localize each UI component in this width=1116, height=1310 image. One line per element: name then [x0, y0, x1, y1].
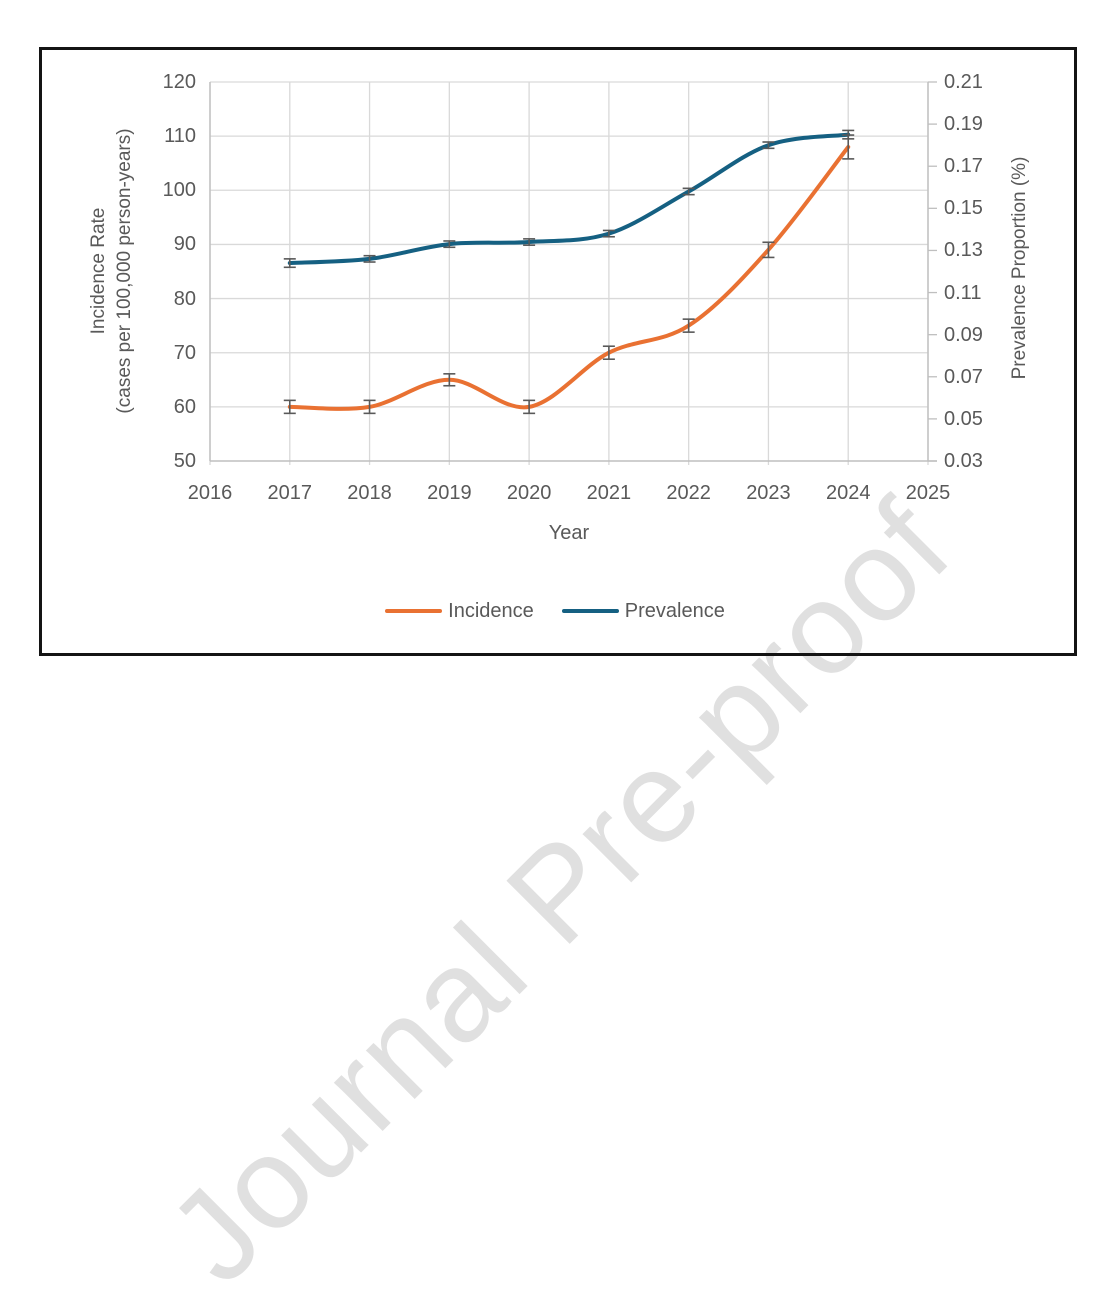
legend-item-prevalence: Prevalence	[561, 599, 725, 623]
legend-label-prevalence: Prevalence	[624, 600, 725, 622]
legend-label-incidence: Incidence	[448, 600, 534, 622]
chart-canvas	[209, 81, 937, 465]
x-axis-title: Year	[548, 522, 590, 544]
chart-frame	[39, 47, 1077, 656]
y-left-axis-title-line2: (cases per 100,000 person-years)	[114, 128, 135, 414]
y-left-axis-title-line1: Incidence Rate	[88, 207, 109, 335]
legend-item-incidence: Incidence	[385, 599, 534, 623]
y-left-axis-title: Incidence Rate (cases per 100,000 person…	[86, 91, 138, 451]
prevalence-line	[287, 132, 851, 266]
incidence-line	[287, 145, 851, 411]
page: { "watermark": { "text": "Journal Pre-pr…	[39, 47, 1077, 1310]
incidence-line-swatch	[385, 609, 443, 613]
prevalence-line-swatch	[561, 609, 619, 613]
y-right-axis-title: Prevalence Proportion (%)	[1009, 156, 1030, 380]
legend: Incidence Prevalence	[39, 599, 1071, 623]
